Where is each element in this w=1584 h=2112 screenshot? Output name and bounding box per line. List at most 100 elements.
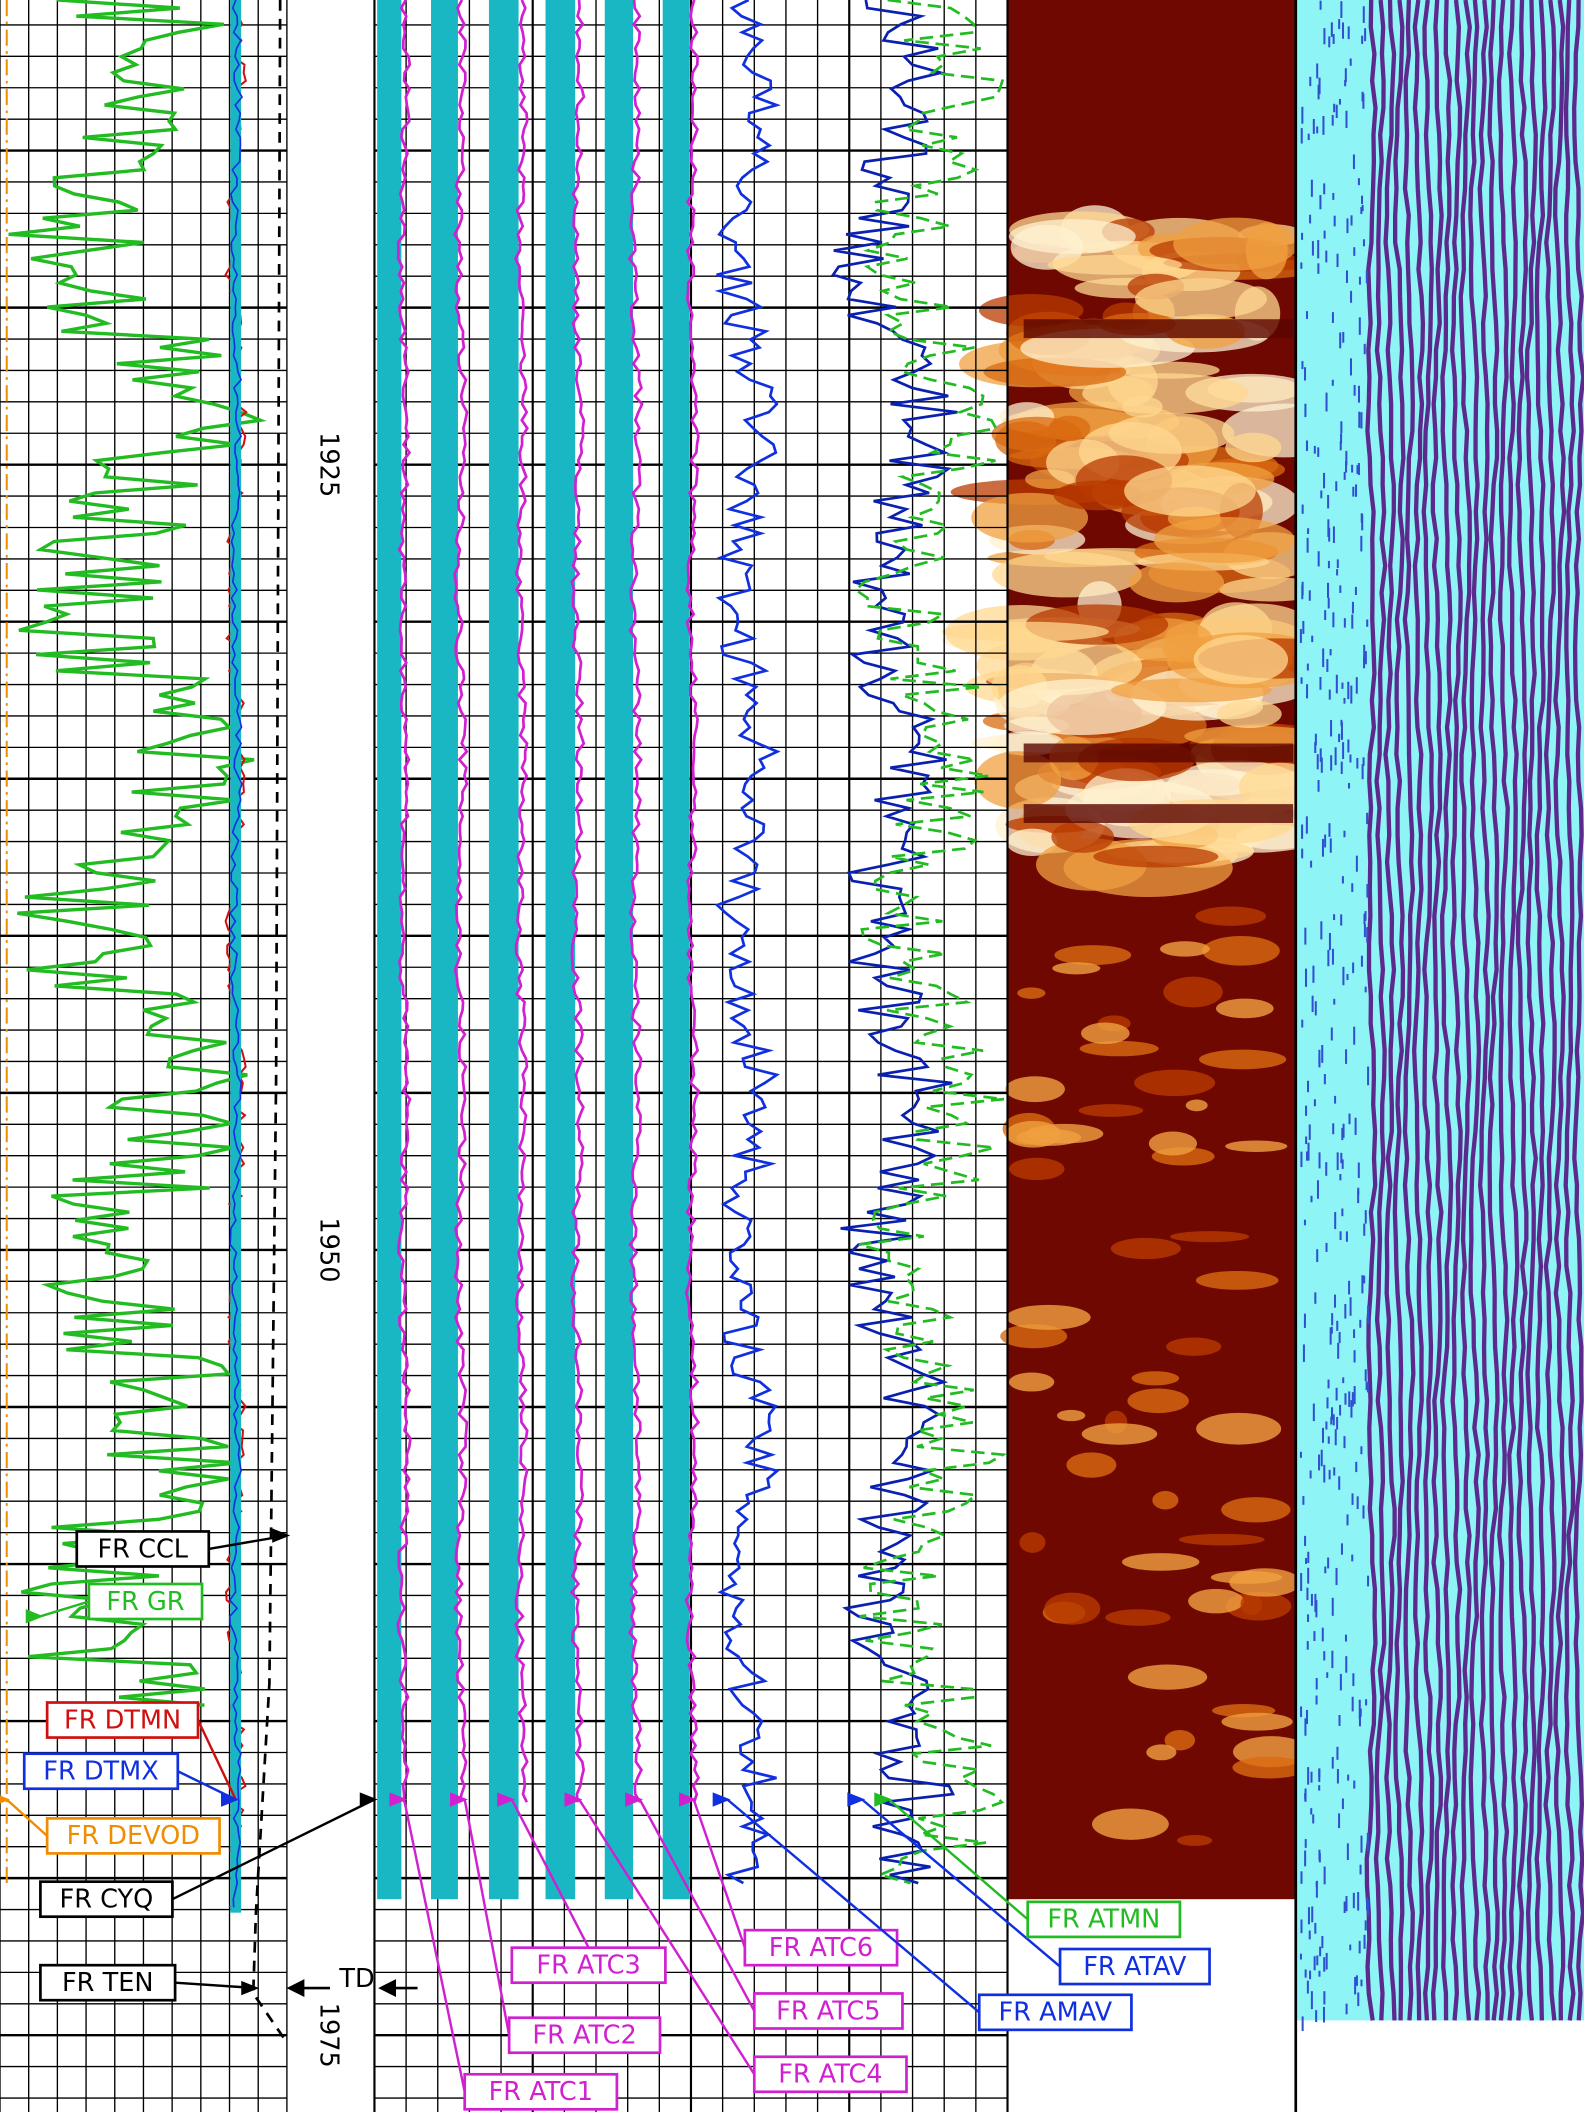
- speckle: [1366, 1832, 1369, 1851]
- label-box: [39, 1880, 174, 1919]
- label-box: [22, 1752, 180, 1791]
- depth-label: 1950: [313, 1217, 343, 1282]
- speckle: [1342, 742, 1345, 760]
- speckle: [1331, 379, 1334, 386]
- heat-blob: [1166, 1337, 1222, 1356]
- label-box: [507, 2016, 662, 2055]
- speckle: [1343, 471, 1346, 480]
- speckle: [1319, 748, 1322, 762]
- heat-blob: [1066, 1452, 1117, 1478]
- speckle: [1353, 1350, 1356, 1363]
- heat-blob: [1232, 1756, 1307, 1779]
- speckle: [1357, 1190, 1360, 1204]
- heat-blob: [1005, 1076, 1065, 1103]
- speckle: [1304, 1839, 1307, 1848]
- heat-blob: [1054, 945, 1132, 966]
- speckle: [1315, 2010, 1318, 2023]
- speckle: [1353, 1386, 1356, 1405]
- heat-blob: [1052, 962, 1101, 975]
- speckle: [1352, 1892, 1355, 1909]
- heat-blob: [1044, 1592, 1101, 1625]
- heat-blob: [1009, 1157, 1065, 1181]
- dark-band: [1023, 319, 1294, 339]
- speckle: [1302, 1344, 1305, 1362]
- stripe: [1383, 0, 1397, 2021]
- speckle: [1328, 36, 1331, 48]
- heat-blob: [1056, 1409, 1086, 1422]
- speckle: [1358, 1715, 1361, 1727]
- speckle: [1322, 2006, 1326, 2023]
- curve-label: FR ATAV: [1083, 1952, 1187, 1982]
- speckle: [1344, 68, 1347, 83]
- speckle: [1328, 689, 1331, 700]
- label-box: [510, 1946, 667, 1985]
- speckle: [1299, 1953, 1302, 1960]
- speckle: [1321, 1427, 1325, 1443]
- speckle: [1301, 361, 1304, 370]
- speckle: [1327, 1557, 1330, 1569]
- speckle: [1334, 747, 1337, 766]
- speckle: [1325, 1421, 1328, 1430]
- heat-blob: [1092, 1808, 1169, 1840]
- atc-curve: [569, 0, 586, 1803]
- speckle: [1356, 1496, 1359, 1510]
- speckle: [1350, 685, 1353, 704]
- speckle: [1316, 1249, 1319, 1263]
- speckle: [1347, 782, 1351, 789]
- speckle: [1349, 1297, 1352, 1316]
- speckle: [1307, 1142, 1310, 1161]
- speckle: [1360, 207, 1363, 214]
- speckle: [1333, 1294, 1337, 1308]
- speckle: [1316, 754, 1319, 770]
- speckle: [1308, 590, 1311, 601]
- leader-line: [847, 1792, 1061, 1968]
- speckle: [1344, 1393, 1347, 1405]
- speckle: [1358, 411, 1361, 428]
- speckle: [1323, 1464, 1326, 1483]
- speckle: [1336, 1152, 1339, 1171]
- speckle: [1345, 1049, 1348, 1064]
- speckle: [1306, 1587, 1309, 1601]
- speckle: [1306, 663, 1309, 671]
- speckle: [1357, 462, 1360, 475]
- heat-blob: [1048, 415, 1091, 442]
- speckle: [1327, 494, 1330, 509]
- speckle: [1340, 421, 1343, 434]
- heat-blob: [1017, 987, 1046, 999]
- heat-blob: [1134, 1069, 1216, 1097]
- speckle: [1347, 1774, 1350, 1781]
- leader-line: [389, 1792, 466, 2093]
- speckle: [1362, 239, 1365, 247]
- speckle: [1365, 1699, 1368, 1706]
- speckle: [1351, 464, 1354, 473]
- speckle: [1362, 6, 1365, 23]
- speckle: [1310, 1195, 1313, 1203]
- speckle: [1352, 486, 1355, 497]
- speckle: [1311, 241, 1314, 256]
- speckle: [1318, 1057, 1321, 1068]
- speckle: [1366, 883, 1369, 898]
- speckle: [1340, 722, 1343, 740]
- speckle: [1344, 1634, 1347, 1642]
- speckle: [1311, 1906, 1314, 1923]
- stripe: [1449, 0, 1463, 2021]
- depth-label: 1925: [313, 432, 343, 497]
- speckle: [1338, 98, 1341, 105]
- speckle: [1359, 1319, 1362, 1328]
- heat-blob: [1081, 1022, 1130, 1045]
- atc-band: [604, 0, 634, 1900]
- speckle: [1338, 1714, 1341, 1726]
- speckle: [1316, 1955, 1319, 1966]
- speckle: [1331, 114, 1334, 126]
- heat-blob: [1078, 1104, 1144, 1117]
- speckle: [1335, 1387, 1338, 1401]
- speckle: [1349, 754, 1352, 763]
- speckle: [1300, 128, 1303, 144]
- speckle: [1313, 1099, 1316, 1107]
- leader-line: [175, 1980, 260, 1996]
- speckle: [1318, 1454, 1321, 1471]
- stripe: [1487, 0, 1500, 2021]
- heat-blob: [1146, 1744, 1177, 1761]
- curve-label: FR ATC3: [536, 1951, 640, 1981]
